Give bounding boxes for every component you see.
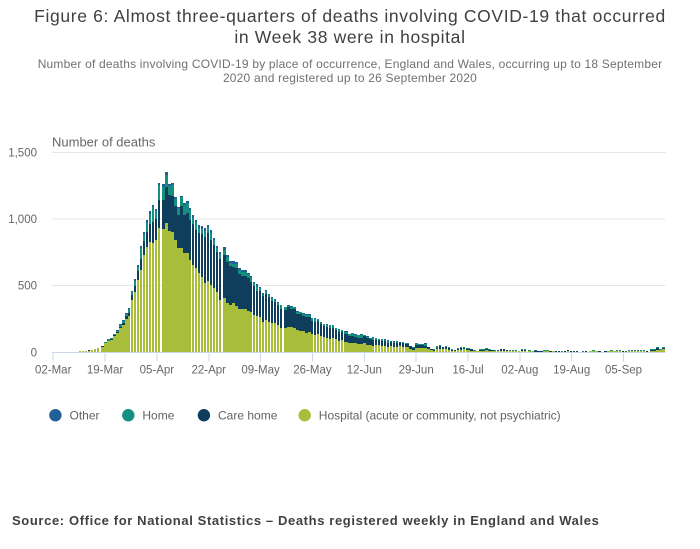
svg-text:02-Aug: 02-Aug <box>501 364 538 376</box>
svg-text:1,000: 1,000 <box>8 214 37 226</box>
svg-text:12-Jun: 12-Jun <box>347 364 382 376</box>
svg-text:Care home: Care home <box>218 409 278 423</box>
svg-text:Other: Other <box>70 409 100 423</box>
svg-text:29-Jun: 29-Jun <box>399 364 434 376</box>
svg-text:05-Sep: 05-Sep <box>605 364 642 376</box>
svg-text:1,500: 1,500 <box>8 147 37 159</box>
svg-text:09-May: 09-May <box>241 364 280 376</box>
svg-text:Hospital (acute or community,: Hospital (acute or community, not psychi… <box>319 409 561 423</box>
svg-text:19-Mar: 19-Mar <box>87 364 124 376</box>
svg-text:26-May: 26-May <box>293 364 332 376</box>
svg-text:Home: Home <box>142 409 174 423</box>
svg-text:Number of deaths: Number of deaths <box>52 135 156 150</box>
svg-text:02-Mar: 02-Mar <box>35 364 72 376</box>
svg-text:19-Aug: 19-Aug <box>553 364 590 376</box>
svg-text:22-Apr: 22-Apr <box>191 364 226 376</box>
svg-text:500: 500 <box>18 281 37 293</box>
svg-text:16-Jul: 16-Jul <box>452 364 483 376</box>
svg-text:05-Apr: 05-Apr <box>140 364 175 376</box>
svg-text:0: 0 <box>31 347 37 359</box>
